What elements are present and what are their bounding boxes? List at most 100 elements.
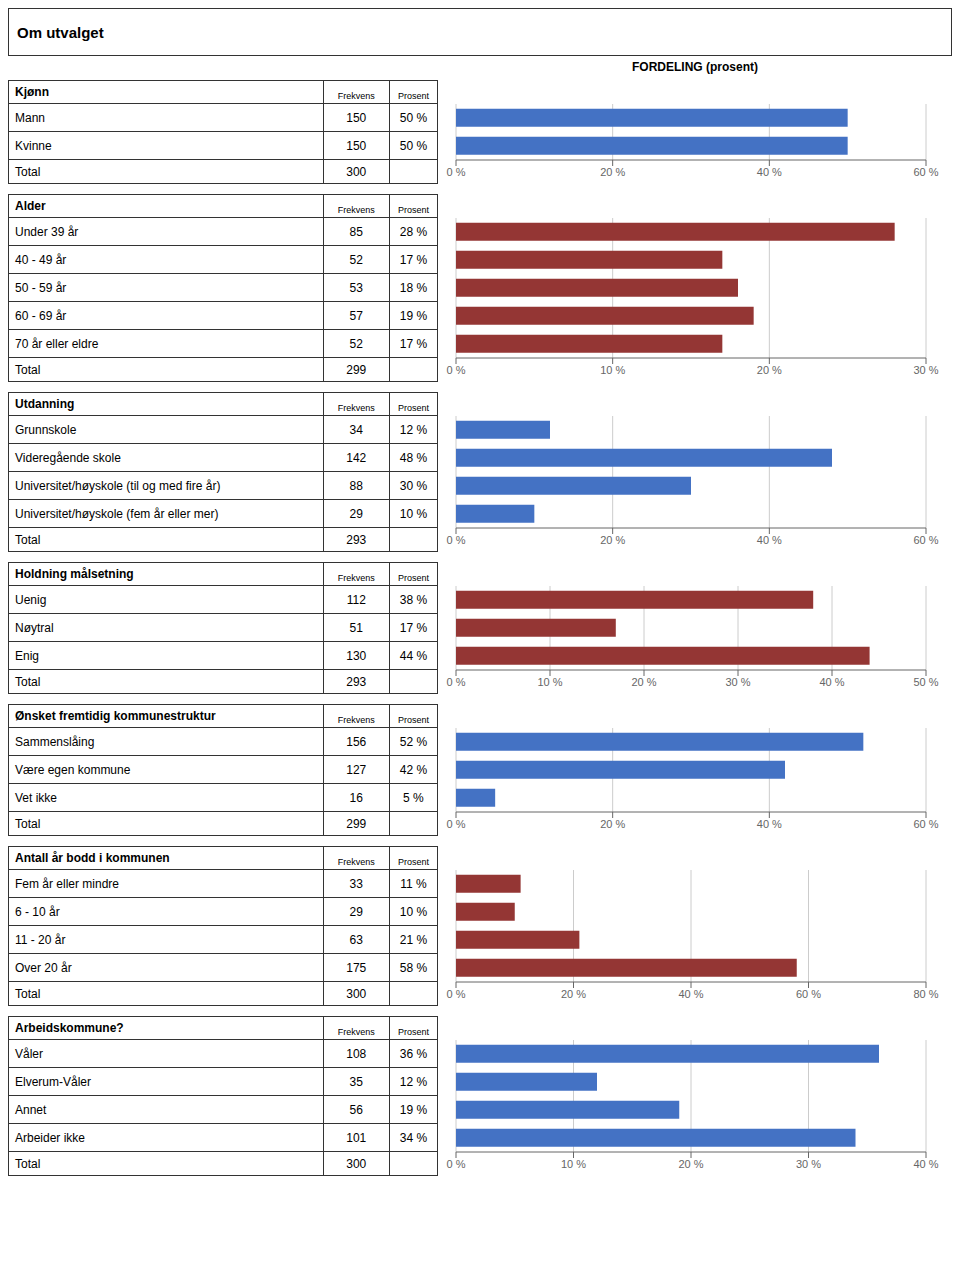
- html-text:10 %: 10 %: [399, 506, 428, 521]
- html-text:Universitet/høyskole (fem år e: Universitet/høyskole (fem år eller mer): [15, 506, 219, 521]
- html-text:12 %: 12 %: [399, 422, 428, 437]
- html-text:Total: Total: [15, 532, 41, 547]
- html-text:Uenig: Uenig: [15, 592, 47, 607]
- html-text:17 %: 17 %: [399, 336, 428, 351]
- svg-text:60 %: 60 %: [913, 166, 938, 178]
- html-text:Våler: Våler: [15, 1046, 43, 1061]
- html-text:Mann: Mann: [15, 110, 45, 125]
- html-text:142: 142: [346, 450, 367, 465]
- html-text:299: 299: [346, 362, 367, 377]
- svg-text:0 %: 0 %: [447, 1158, 466, 1170]
- svg-text:60 %: 60 %: [913, 818, 938, 830]
- html-text:Videregående skole: Videregående skole: [15, 450, 121, 465]
- html-text:156: 156: [346, 734, 367, 749]
- svg-text:80 %: 80 %: [913, 988, 938, 1000]
- html-text:50 %: 50 %: [399, 110, 428, 125]
- svg-text:40 %: 40 %: [913, 1158, 938, 1170]
- svg-text:0 %: 0 %: [447, 676, 466, 688]
- html-text:11 %: 11 %: [400, 876, 427, 891]
- html-text:Over 20 år: Over 20 år: [15, 960, 72, 975]
- html-text:Total: Total: [15, 986, 41, 1001]
- svg-text:10 %: 10 %: [537, 676, 562, 688]
- html-text:130: 130: [346, 648, 367, 663]
- html-text:150: 150: [346, 110, 367, 125]
- html-text:30 %: 30 %: [399, 478, 428, 493]
- html-text:Grunnskole: Grunnskole: [15, 422, 77, 437]
- html-text:Total: Total: [15, 362, 41, 377]
- svg-text:0 %: 0 %: [447, 166, 466, 178]
- svg-text:0 %: 0 %: [447, 818, 466, 830]
- html-text:127: 127: [346, 762, 367, 777]
- html-text:112: 112: [346, 592, 366, 607]
- html-text:Nøytral: Nøytral: [15, 620, 54, 635]
- svg-text:10 %: 10 %: [600, 364, 625, 376]
- svg-text:20 %: 20 %: [561, 988, 586, 1000]
- html-text:300: 300: [346, 986, 367, 1001]
- svg-text:40 %: 40 %: [819, 676, 844, 688]
- html-text:293: 293: [346, 532, 367, 547]
- html-text:Enig: Enig: [15, 648, 39, 663]
- html-text:70 år eller eldre: 70 år eller eldre: [15, 336, 99, 351]
- html-text:48 %: 48 %: [399, 450, 428, 465]
- html-text:Total: Total: [15, 674, 41, 689]
- svg-text:30 %: 30 %: [913, 364, 938, 376]
- html-text:Universitet/høyskole (til og m: Universitet/høyskole (til og med fire år…: [15, 478, 221, 493]
- svg-text:60 %: 60 %: [796, 988, 821, 1000]
- svg-text:40 %: 40 %: [757, 534, 782, 546]
- html-text:17 %: 17 %: [399, 252, 428, 267]
- html-text:Sammenslåing: Sammenslåing: [15, 734, 95, 749]
- html-text:19 %: 19 %: [399, 308, 428, 323]
- html-text:108: 108: [346, 1046, 367, 1061]
- html-text:150: 150: [346, 138, 367, 153]
- html-text:Elverum-Våler: Elverum-Våler: [15, 1074, 91, 1089]
- svg-text:20 %: 20 %: [600, 534, 625, 546]
- svg-text:20 %: 20 %: [678, 1158, 703, 1170]
- svg-text:50 %: 50 %: [913, 676, 938, 688]
- html-text:40 - 49 år: 40 - 49 år: [15, 252, 67, 267]
- html-text:28 %: 28 %: [399, 224, 428, 239]
- html-text:Vet ikke: Vet ikke: [15, 790, 57, 805]
- svg-text:20 %: 20 %: [600, 818, 625, 830]
- svg-text:40 %: 40 %: [757, 166, 782, 178]
- html-text:50 - 59 år: 50 - 59 år: [15, 280, 67, 295]
- html-text:6 - 10 år: 6 - 10 år: [15, 904, 60, 919]
- html-text:Fem år eller mindre: Fem år eller mindre: [15, 876, 119, 891]
- html-text:38 %: 38 %: [399, 592, 428, 607]
- svg-text:20 %: 20 %: [600, 166, 625, 178]
- svg-text:20 %: 20 %: [757, 364, 782, 376]
- html-text:299: 299: [346, 816, 367, 831]
- svg-text:0 %: 0 %: [447, 988, 466, 1000]
- html-text:36 %: 36 %: [399, 1046, 428, 1061]
- html-text:60 - 69 år: 60 - 69 år: [15, 308, 67, 323]
- svg-text:20 %: 20 %: [631, 676, 656, 688]
- svg-text:0 %: 0 %: [447, 364, 466, 376]
- html-text:Under 39 år: Under 39 år: [15, 224, 79, 239]
- html-text:42 %: 42 %: [399, 762, 428, 777]
- svg-text:0 %: 0 %: [447, 534, 466, 546]
- html-text:293: 293: [346, 674, 367, 689]
- svg-text:40 %: 40 %: [678, 988, 703, 1000]
- html-text:58 %: 58 %: [399, 960, 428, 975]
- html-text:21 %: 21 %: [399, 932, 428, 947]
- html-text:18 %: 18 %: [399, 280, 428, 295]
- html-text:Total: Total: [15, 164, 41, 179]
- html-text:175: 175: [346, 960, 367, 975]
- svg-text:30 %: 30 %: [725, 676, 750, 688]
- html-text:300: 300: [346, 164, 367, 179]
- html-text:12 %: 12 %: [399, 1074, 428, 1089]
- html-text:Total: Total: [15, 816, 41, 831]
- svg-text:60 %: 60 %: [913, 534, 938, 546]
- html-text:Om utvalget: Om utvalget: [17, 23, 104, 41]
- svg-text:10 %: 10 %: [561, 1158, 586, 1170]
- html-text:50 %: 50 %: [399, 138, 428, 153]
- html-text:17 %: 17 %: [399, 620, 428, 635]
- html-text:11 - 20 år: 11 - 20 år: [15, 932, 66, 947]
- svg-text:30 %: 30 %: [796, 1158, 821, 1170]
- html-text:Være egen kommune: Være egen kommune: [15, 762, 131, 777]
- html-text:Kvinne: Kvinne: [15, 138, 52, 153]
- html-text:5 %: 5 %: [403, 790, 424, 805]
- svg-text:40 %: 40 %: [757, 818, 782, 830]
- html-text:44 %: 44 %: [399, 648, 428, 663]
- html-text:10 %: 10 %: [399, 904, 428, 919]
- html-text:52 %: 52 %: [399, 734, 428, 749]
